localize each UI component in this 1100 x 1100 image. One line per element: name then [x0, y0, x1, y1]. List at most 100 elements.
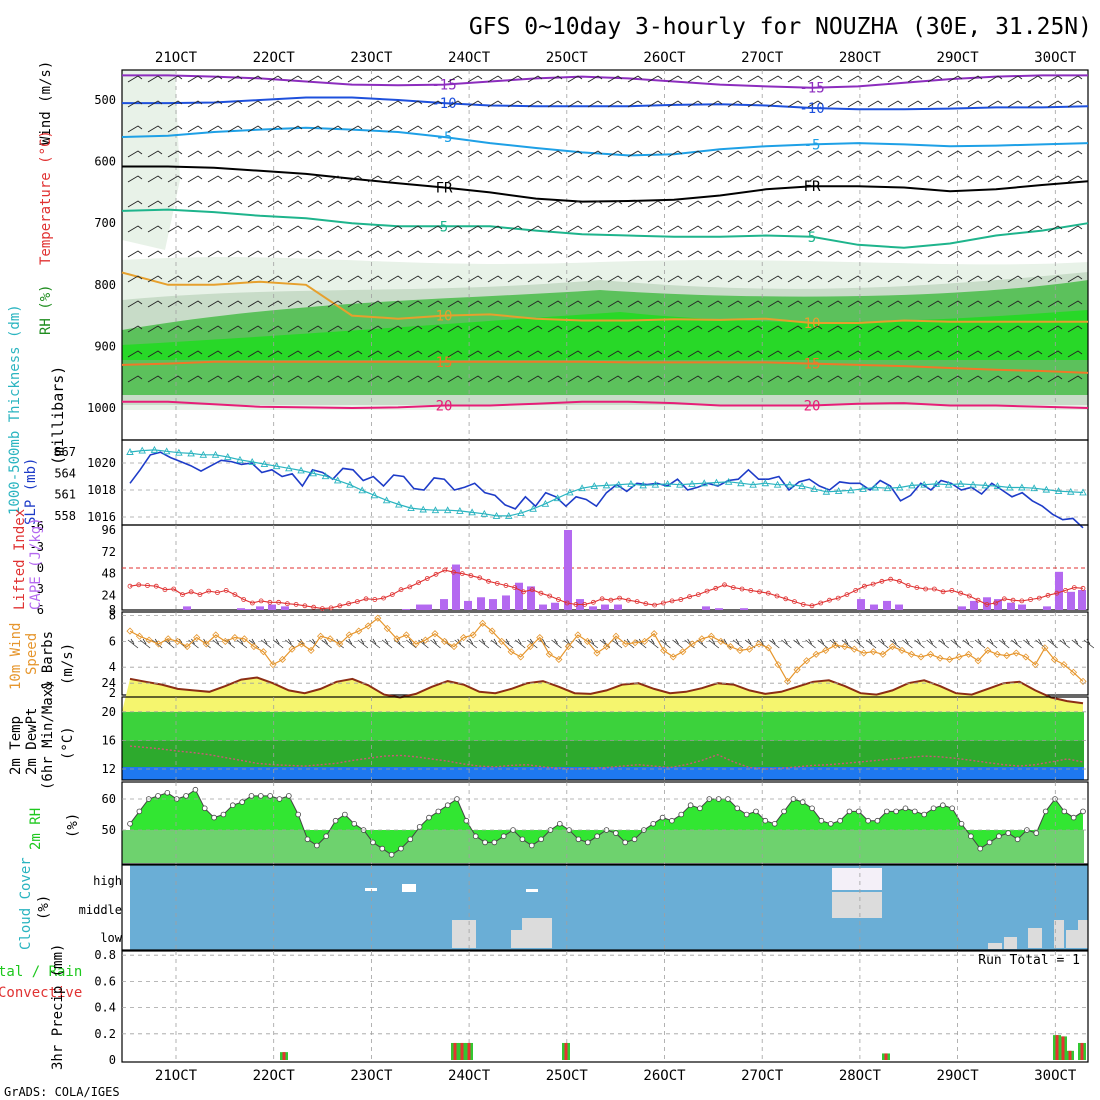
rh-marker	[435, 808, 442, 815]
wind10-marker	[812, 650, 820, 658]
wind-barb	[227, 350, 243, 358]
li-marker	[494, 581, 500, 586]
wind-barb	[607, 175, 623, 183]
wind-barb	[807, 300, 823, 308]
rh-marker	[762, 817, 769, 824]
wind-barb	[707, 250, 723, 258]
wind-barb	[187, 275, 203, 283]
wind10-marker	[183, 642, 191, 651]
wind10-barb	[660, 638, 671, 649]
thickness-marker	[883, 484, 892, 492]
wind-barb	[647, 275, 663, 283]
wind-barb	[687, 150, 703, 158]
wind-barb	[907, 175, 923, 183]
rh-marker	[799, 799, 806, 805]
wind-barb	[887, 75, 903, 83]
thickness-marker	[1067, 487, 1075, 495]
wind-barb	[467, 75, 483, 83]
li-marker	[547, 593, 553, 599]
li-marker	[582, 602, 588, 607]
wind10-barb	[1071, 638, 1083, 649]
wind-barb	[627, 100, 643, 108]
cape-bar	[1007, 602, 1015, 610]
wind10-marker	[984, 646, 992, 654]
li-marker	[879, 578, 885, 584]
cape-bar	[424, 604, 432, 610]
rh-marker	[977, 845, 984, 852]
wind-barb	[307, 175, 323, 183]
wind-barb	[867, 325, 883, 333]
wind-barb	[967, 75, 983, 83]
wind-barb	[167, 275, 183, 283]
wind-barb	[367, 225, 383, 233]
wind10-marker	[240, 635, 248, 643]
wind-barb	[207, 225, 223, 233]
li-marker	[354, 599, 360, 604]
slp-ytick-label: 1018	[87, 483, 116, 497]
cloud-block	[1078, 920, 1088, 948]
wind-barb	[1067, 225, 1083, 233]
wind-barb	[407, 125, 423, 133]
li-marker	[197, 592, 203, 597]
cloud-block	[1028, 928, 1042, 948]
cape-bar	[1018, 604, 1026, 610]
wind-barb	[127, 200, 143, 208]
wind-barb	[507, 275, 523, 283]
wind-barb	[967, 275, 983, 283]
wind-barb	[527, 100, 543, 108]
wind-barb	[1007, 125, 1023, 133]
wind10-marker	[926, 650, 935, 658]
wind-barb	[527, 325, 543, 333]
wind-barb	[547, 375, 563, 383]
wind-barb	[307, 225, 323, 233]
thickness-marker	[749, 480, 757, 488]
li-marker	[241, 597, 247, 602]
wind-barb	[467, 200, 483, 208]
wind-barb	[527, 225, 543, 233]
slp-ytick-label: 1016	[87, 510, 116, 524]
wind-barb	[327, 100, 343, 108]
wind-barb	[887, 225, 903, 233]
wind-barb	[1007, 300, 1023, 308]
thickness-marker	[272, 462, 281, 470]
wind-barb	[887, 250, 903, 258]
wind-barb	[327, 300, 343, 308]
rh-marker	[809, 805, 815, 812]
wind10-marker	[1079, 677, 1087, 685]
thickness-marker	[504, 511, 513, 519]
wind-barb	[847, 200, 863, 208]
isotherm-label: 15	[804, 357, 821, 373]
cape-bar	[416, 604, 424, 610]
wind-barb	[707, 300, 723, 308]
wind-barb	[987, 250, 1003, 258]
wind-barb	[1047, 300, 1063, 308]
wind10-marker	[917, 653, 925, 661]
temp-ytick-label: 20	[102, 705, 116, 719]
rh-marker	[687, 802, 694, 808]
wind-barb	[287, 150, 303, 158]
thickness-marker	[700, 479, 709, 487]
wind-barb	[347, 225, 363, 233]
wind10-barb	[938, 638, 949, 649]
wind10-marker	[135, 632, 144, 640]
wind10-marker	[641, 637, 649, 645]
wind-barb	[167, 250, 183, 258]
li-marker	[127, 583, 133, 589]
li-marker	[319, 606, 325, 611]
wind10-units: (m/s)	[60, 643, 76, 685]
wind-barb	[447, 100, 463, 108]
wind-barb	[427, 325, 443, 333]
wind-barb	[227, 375, 243, 383]
thickness-marker	[773, 480, 782, 488]
cape-bar	[440, 599, 448, 610]
wind-barb	[387, 375, 403, 383]
li-line	[129, 569, 1084, 610]
wind-barb	[1027, 75, 1043, 83]
isotherm-label: -10	[431, 96, 456, 112]
wind-barb	[307, 350, 323, 358]
wind-barb	[247, 150, 263, 158]
wind10-barb	[406, 638, 417, 649]
isotherm-label: 5	[440, 219, 448, 235]
thickness-marker	[395, 500, 403, 508]
thickness-marker	[627, 480, 635, 487]
